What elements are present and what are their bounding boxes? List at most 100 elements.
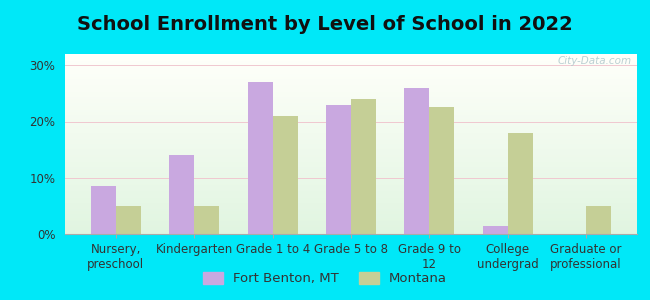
Bar bbox=[65, 67, 637, 68]
Bar bbox=[65, 112, 637, 113]
Bar bbox=[65, 160, 637, 162]
Bar bbox=[65, 221, 637, 223]
Bar bbox=[65, 95, 637, 97]
Bar bbox=[65, 76, 637, 77]
Bar bbox=[65, 140, 637, 142]
Bar bbox=[65, 202, 637, 203]
Bar bbox=[65, 144, 637, 146]
Bar bbox=[483, 226, 508, 234]
Bar bbox=[65, 200, 637, 202]
Bar bbox=[65, 216, 637, 218]
Bar bbox=[65, 198, 637, 200]
Bar bbox=[65, 153, 637, 155]
Bar bbox=[65, 211, 637, 212]
Bar bbox=[65, 225, 637, 227]
Bar bbox=[65, 115, 637, 117]
Bar bbox=[65, 124, 637, 126]
Bar bbox=[65, 103, 637, 104]
Bar bbox=[65, 99, 637, 101]
Bar bbox=[65, 220, 637, 221]
Bar bbox=[65, 68, 637, 70]
Bar bbox=[65, 169, 637, 171]
Bar bbox=[65, 77, 637, 79]
Bar bbox=[65, 90, 637, 92]
Bar bbox=[404, 88, 430, 234]
Bar bbox=[65, 101, 637, 103]
Bar bbox=[65, 65, 637, 67]
Bar bbox=[65, 61, 637, 63]
Bar bbox=[65, 151, 637, 153]
Bar bbox=[65, 184, 637, 185]
Bar bbox=[65, 223, 637, 225]
Bar bbox=[65, 74, 637, 76]
Bar bbox=[65, 56, 637, 58]
Bar bbox=[65, 137, 637, 139]
Bar bbox=[65, 229, 637, 230]
Bar bbox=[65, 86, 637, 88]
Bar bbox=[65, 203, 637, 205]
Bar bbox=[65, 218, 637, 220]
Bar bbox=[65, 157, 637, 158]
Bar bbox=[65, 194, 637, 196]
Bar bbox=[65, 83, 637, 85]
Bar bbox=[351, 99, 376, 234]
Bar bbox=[65, 207, 637, 209]
Bar bbox=[65, 79, 637, 81]
Bar bbox=[65, 88, 637, 90]
Bar bbox=[65, 58, 637, 59]
Bar bbox=[116, 206, 141, 234]
Bar bbox=[65, 148, 637, 149]
Bar bbox=[65, 97, 637, 99]
Bar bbox=[65, 149, 637, 151]
Bar bbox=[65, 110, 637, 112]
Bar bbox=[65, 158, 637, 160]
Bar bbox=[508, 133, 533, 234]
Bar bbox=[326, 105, 351, 234]
Bar bbox=[65, 133, 637, 135]
Bar bbox=[65, 164, 637, 166]
Bar bbox=[65, 54, 637, 56]
Bar bbox=[430, 107, 454, 234]
Bar bbox=[65, 59, 637, 61]
Bar bbox=[65, 171, 637, 173]
Bar bbox=[169, 155, 194, 234]
Bar bbox=[65, 212, 637, 214]
Bar bbox=[65, 180, 637, 182]
Bar bbox=[586, 206, 611, 234]
Bar bbox=[65, 122, 637, 124]
Bar bbox=[65, 117, 637, 119]
Bar bbox=[65, 173, 637, 175]
Bar bbox=[65, 139, 637, 140]
Bar bbox=[65, 104, 637, 106]
Bar bbox=[65, 196, 637, 198]
Bar bbox=[65, 142, 637, 144]
Bar bbox=[248, 82, 272, 234]
Bar bbox=[65, 113, 637, 115]
Bar bbox=[65, 167, 637, 169]
Bar bbox=[65, 108, 637, 110]
Text: School Enrollment by Level of School in 2022: School Enrollment by Level of School in … bbox=[77, 15, 573, 34]
Text: City-Data.com: City-Data.com bbox=[557, 56, 631, 66]
Legend: Fort Benton, MT, Montana: Fort Benton, MT, Montana bbox=[198, 266, 452, 290]
Bar bbox=[65, 81, 637, 83]
Bar bbox=[65, 130, 637, 131]
Bar bbox=[65, 205, 637, 207]
Bar bbox=[65, 131, 637, 133]
Bar bbox=[65, 232, 637, 234]
Bar bbox=[65, 126, 637, 128]
Bar bbox=[65, 92, 637, 94]
Bar bbox=[65, 209, 637, 211]
Bar bbox=[65, 135, 637, 137]
Bar bbox=[194, 206, 219, 234]
Bar bbox=[65, 146, 637, 148]
Bar bbox=[65, 191, 637, 193]
Bar bbox=[65, 187, 637, 189]
Bar bbox=[65, 128, 637, 130]
Bar bbox=[65, 72, 637, 74]
Bar bbox=[272, 116, 298, 234]
Bar bbox=[65, 119, 637, 121]
Bar bbox=[65, 94, 637, 95]
Bar bbox=[65, 230, 637, 232]
Bar bbox=[65, 162, 637, 164]
Bar bbox=[65, 155, 637, 157]
